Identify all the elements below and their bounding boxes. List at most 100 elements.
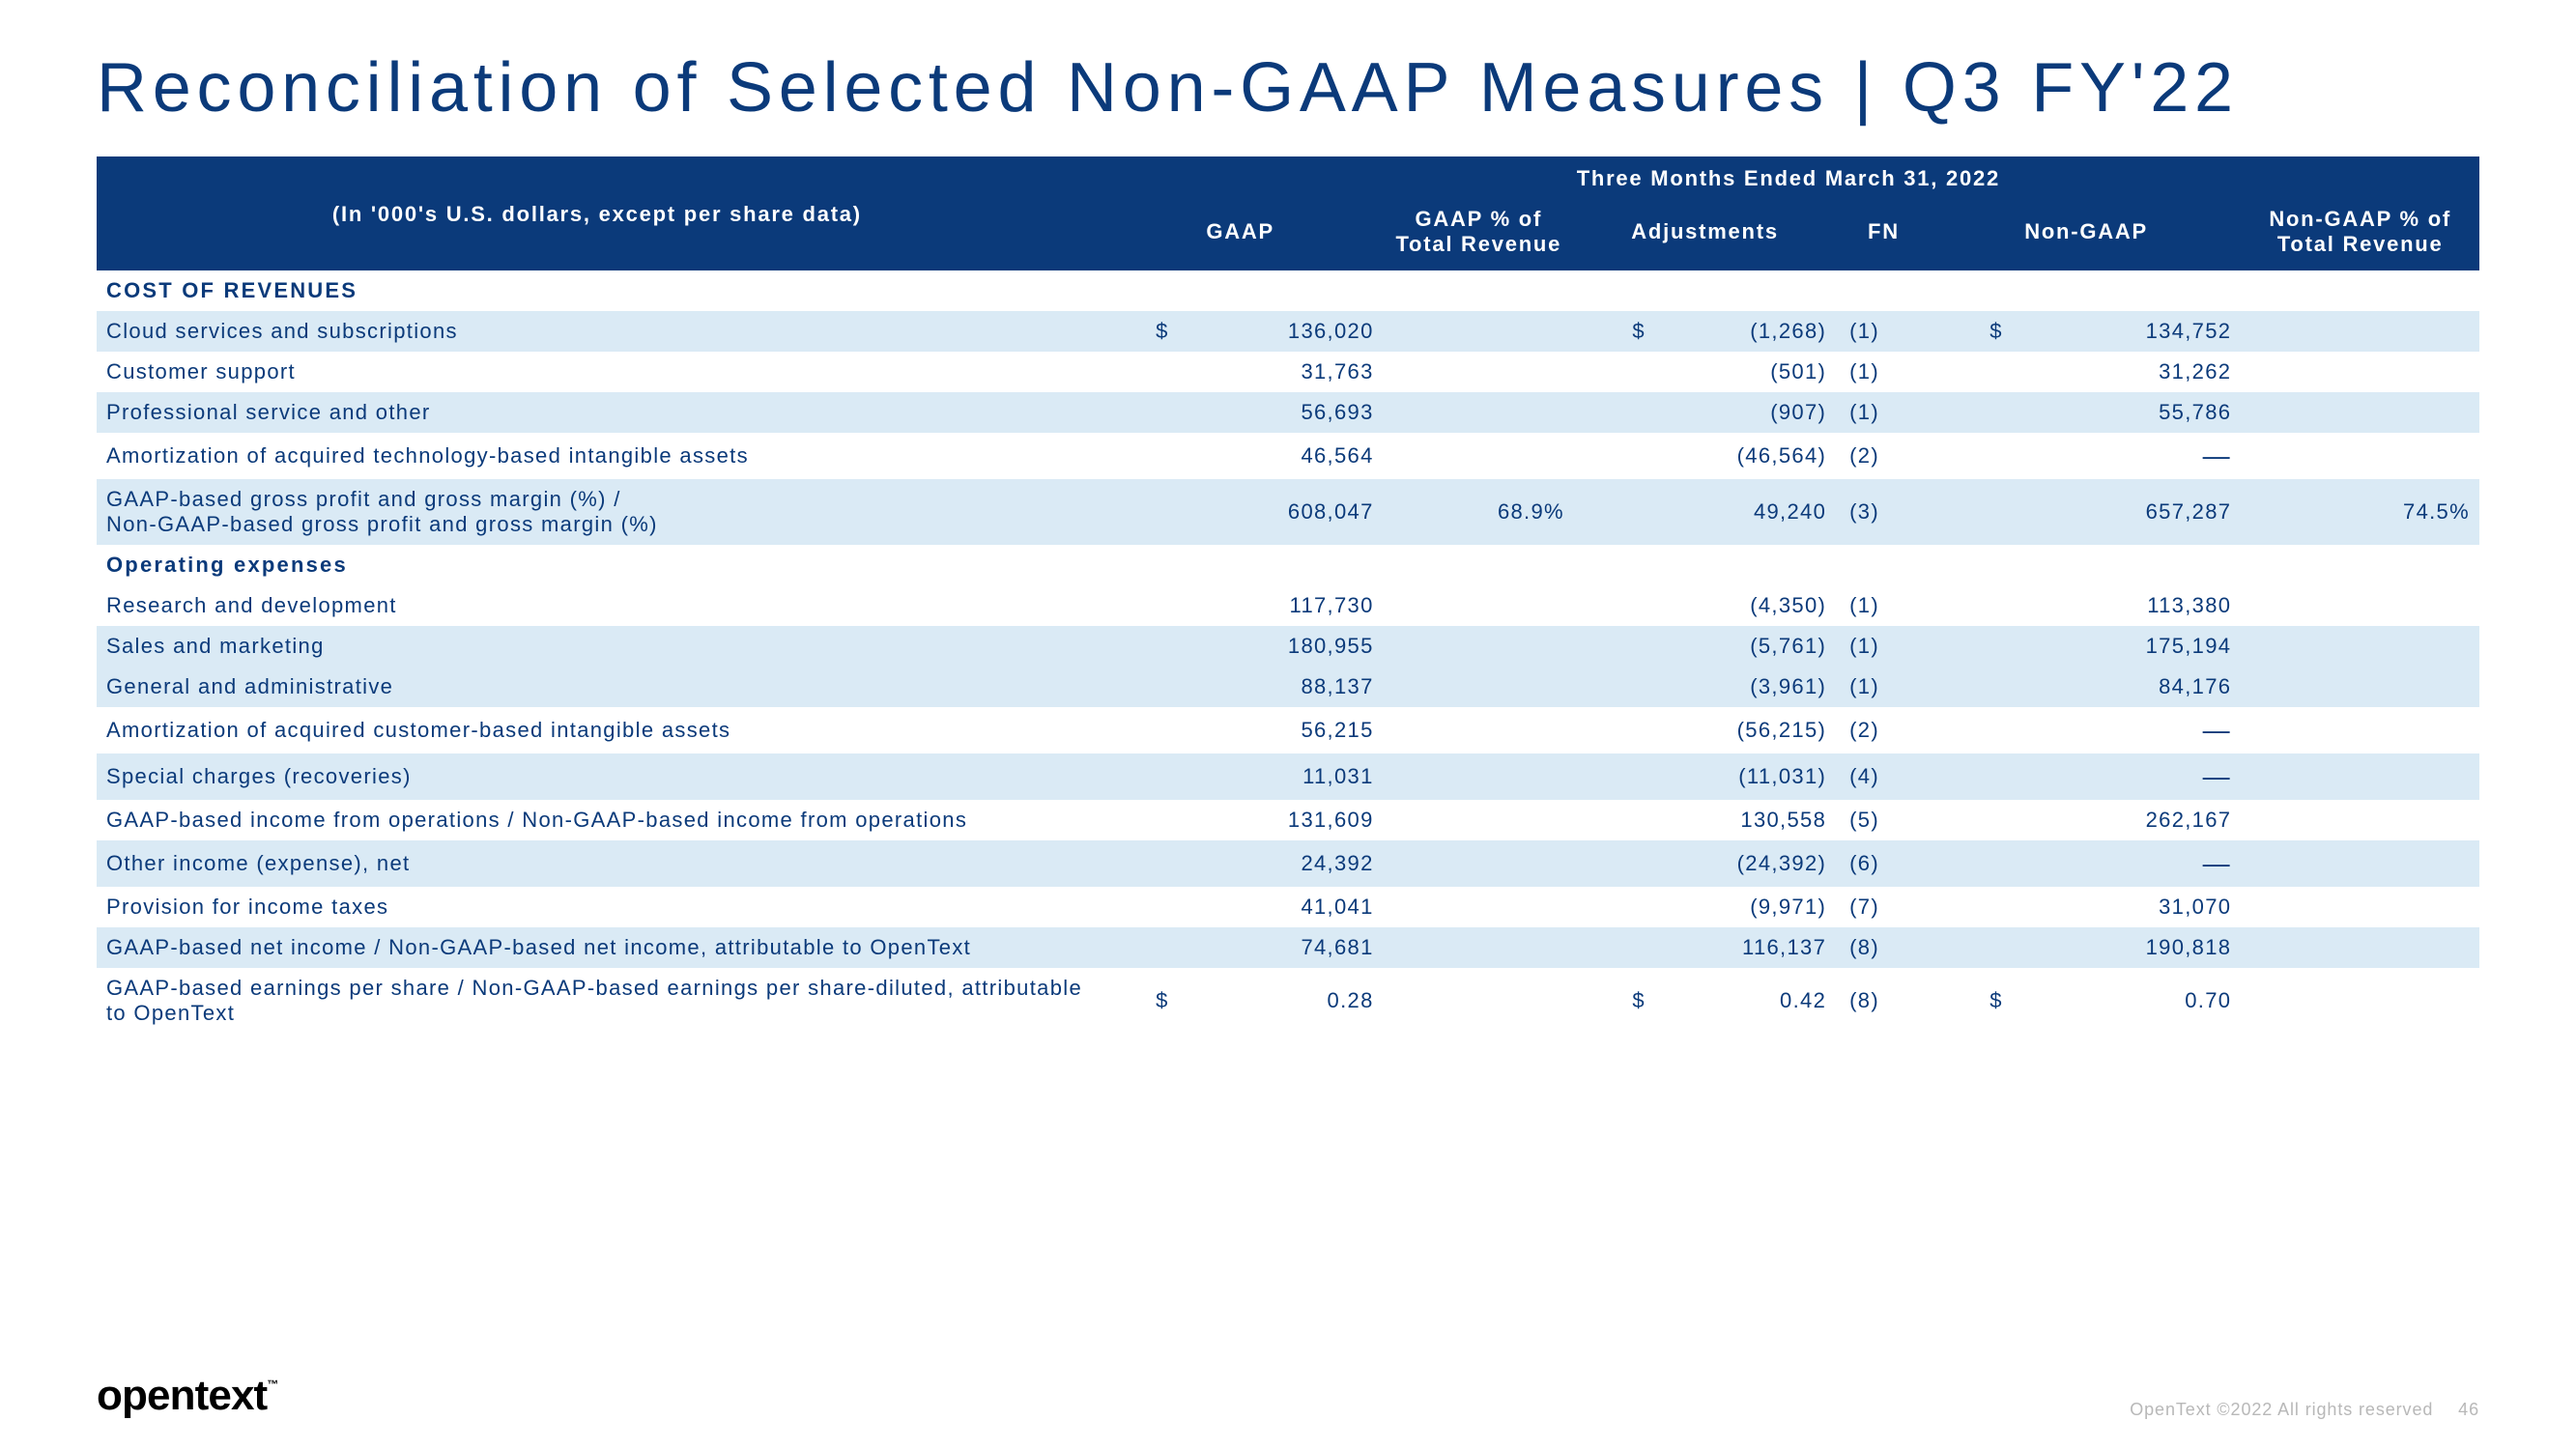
header-period: Three Months Ended March 31, 2022 bbox=[1098, 156, 2479, 199]
copyright-text: OpenText ©2022 All rights reserved bbox=[2130, 1400, 2433, 1419]
row-label: Cloud services and subscriptions bbox=[97, 311, 1098, 352]
row-label: Other income (expense), net bbox=[97, 840, 1098, 887]
currency-symbol: $ bbox=[1574, 968, 1646, 1034]
table-row: Special charges (recoveries) 11,031 (11,… bbox=[97, 753, 2479, 800]
col-nongaap: Non-GAAP bbox=[1932, 199, 2242, 270]
cell-adj: 49,240 bbox=[1646, 479, 1836, 545]
table-row: Amortization of acquired technology-base… bbox=[97, 433, 2479, 479]
page-number: 46 bbox=[2458, 1400, 2479, 1419]
cell-fn: (1) bbox=[1836, 626, 1932, 667]
cell-fn: (1) bbox=[1836, 311, 1932, 352]
cell-gaap: 117,730 bbox=[1169, 585, 1384, 626]
col-fn: FN bbox=[1836, 199, 1932, 270]
header-subtitle: (In '000's U.S. dollars, except per shar… bbox=[97, 156, 1098, 270]
cell-fn: (1) bbox=[1836, 667, 1932, 707]
currency-symbol: $ bbox=[1098, 311, 1169, 352]
table-row: Customer support 31,763 (501) (1) 31,262 bbox=[97, 352, 2479, 392]
cell-ng: 31,070 bbox=[2003, 887, 2242, 927]
col-gaap: GAAP bbox=[1098, 199, 1384, 270]
opentext-logo: opentext™ bbox=[97, 1372, 277, 1420]
cell-ng: — bbox=[2003, 707, 2242, 753]
header-period-row: (In '000's U.S. dollars, except per shar… bbox=[97, 156, 2479, 199]
reconciliation-table: (In '000's U.S. dollars, except per shar… bbox=[97, 156, 2479, 1034]
table-row: Research and development 117,730 (4,350)… bbox=[97, 585, 2479, 626]
page-title: Reconciliation of Selected Non-GAAP Meas… bbox=[97, 48, 2479, 128]
cell-adj: (501) bbox=[1646, 352, 1836, 392]
cell-ng: 175,194 bbox=[2003, 626, 2242, 667]
cell-fn: (2) bbox=[1836, 707, 1932, 753]
cell-adj: (3,961) bbox=[1646, 667, 1836, 707]
col-nongaap-pct: Non-GAAP % of Total Revenue bbox=[2241, 199, 2479, 270]
cell-gaap: 11,031 bbox=[1169, 753, 1384, 800]
table-row: GAAP-based gross profit and gross margin… bbox=[97, 479, 2479, 545]
cell-fn: (8) bbox=[1836, 968, 1932, 1034]
cell-gaap: 31,763 bbox=[1169, 352, 1384, 392]
section-operating-expenses: Operating expenses bbox=[97, 545, 2479, 585]
cell-adj: 0.42 bbox=[1646, 968, 1836, 1034]
table-row: Sales and marketing 180,955 (5,761) (1) … bbox=[97, 626, 2479, 667]
cell-pct bbox=[1384, 352, 1574, 392]
table-row: Other income (expense), net 24,392 (24,3… bbox=[97, 840, 2479, 887]
cell-gaap: 608,047 bbox=[1169, 479, 1384, 545]
section-cost-of-revenues: COST OF REVENUES bbox=[97, 270, 2479, 311]
currency-symbol: $ bbox=[1574, 311, 1646, 352]
cell-adj: 116,137 bbox=[1646, 927, 1836, 968]
cell-gaap: 56,215 bbox=[1169, 707, 1384, 753]
footer: opentext™ OpenText ©2022 All rights rese… bbox=[97, 1372, 2479, 1420]
cell-adj: (4,350) bbox=[1646, 585, 1836, 626]
table-row: General and administrative 88,137 (3,961… bbox=[97, 667, 2479, 707]
cell-gaap: 136,020 bbox=[1169, 311, 1384, 352]
cell-ng: — bbox=[2003, 753, 2242, 800]
cell-fn: (5) bbox=[1836, 800, 1932, 840]
row-label: GAAP-based net income / Non-GAAP-based n… bbox=[97, 927, 1098, 968]
row-label: Professional service and other bbox=[97, 392, 1098, 433]
table-row: Cloud services and subscriptions $ 136,0… bbox=[97, 311, 2479, 352]
trademark-symbol: ™ bbox=[267, 1378, 277, 1391]
col-gaap-pct: GAAP % of Total Revenue bbox=[1384, 199, 1574, 270]
cell-fn: (3) bbox=[1836, 479, 1932, 545]
cell-gaap: 88,137 bbox=[1169, 667, 1384, 707]
copyright: OpenText ©2022 All rights reserved 46 bbox=[2130, 1400, 2479, 1420]
row-label: Research and development bbox=[97, 585, 1098, 626]
row-label: Amortization of acquired technology-base… bbox=[97, 433, 1098, 479]
cell-pct: 68.9% bbox=[1384, 479, 1574, 545]
cell-adj: (1,268) bbox=[1646, 311, 1836, 352]
currency-symbol bbox=[1574, 352, 1646, 392]
cell-fn: (2) bbox=[1836, 433, 1932, 479]
table-row: Professional service and other 56,693 (9… bbox=[97, 392, 2479, 433]
row-label: Provision for income taxes bbox=[97, 887, 1098, 927]
cell-ng: — bbox=[2003, 433, 2242, 479]
table-row: GAAP-based income from operations / Non-… bbox=[97, 800, 2479, 840]
row-label: Amortization of acquired customer-based … bbox=[97, 707, 1098, 753]
cell-adj: (5,761) bbox=[1646, 626, 1836, 667]
table-row: Amortization of acquired customer-based … bbox=[97, 707, 2479, 753]
currency-symbol bbox=[1098, 352, 1169, 392]
cell-gaap: 24,392 bbox=[1169, 840, 1384, 887]
cell-ng: 113,380 bbox=[2003, 585, 2242, 626]
cell-ng: 84,176 bbox=[2003, 667, 2242, 707]
currency-symbol: $ bbox=[1932, 968, 2003, 1034]
cell-gaap: 74,681 bbox=[1169, 927, 1384, 968]
cell-fn: (7) bbox=[1836, 887, 1932, 927]
cell-fn: (8) bbox=[1836, 927, 1932, 968]
cell-ng: 190,818 bbox=[2003, 927, 2242, 968]
cell-ngpct bbox=[2241, 311, 2479, 352]
row-label: GAAP-based earnings per share / Non-GAAP… bbox=[97, 968, 1098, 1034]
cell-ng: 55,786 bbox=[2003, 392, 2242, 433]
cell-fn: (1) bbox=[1836, 585, 1932, 626]
reconciliation-table-wrap: (In '000's U.S. dollars, except per shar… bbox=[97, 156, 2479, 1352]
table-row: GAAP-based net income / Non-GAAP-based n… bbox=[97, 927, 2479, 968]
currency-symbol: $ bbox=[1932, 311, 2003, 352]
cell-adj: (11,031) bbox=[1646, 753, 1836, 800]
cell-gaap: 131,609 bbox=[1169, 800, 1384, 840]
currency-symbol bbox=[1932, 352, 2003, 392]
row-label: Customer support bbox=[97, 352, 1098, 392]
cell-ng: 262,167 bbox=[2003, 800, 2242, 840]
row-label: GAAP-based income from operations / Non-… bbox=[97, 800, 1098, 840]
currency-symbol: $ bbox=[1098, 968, 1169, 1034]
cell-ngpct: 74.5% bbox=[2241, 479, 2479, 545]
logo-text: opentext bbox=[97, 1372, 267, 1419]
row-label: General and administrative bbox=[97, 667, 1098, 707]
cell-adj: (24,392) bbox=[1646, 840, 1836, 887]
cell-gaap: 0.28 bbox=[1169, 968, 1384, 1034]
